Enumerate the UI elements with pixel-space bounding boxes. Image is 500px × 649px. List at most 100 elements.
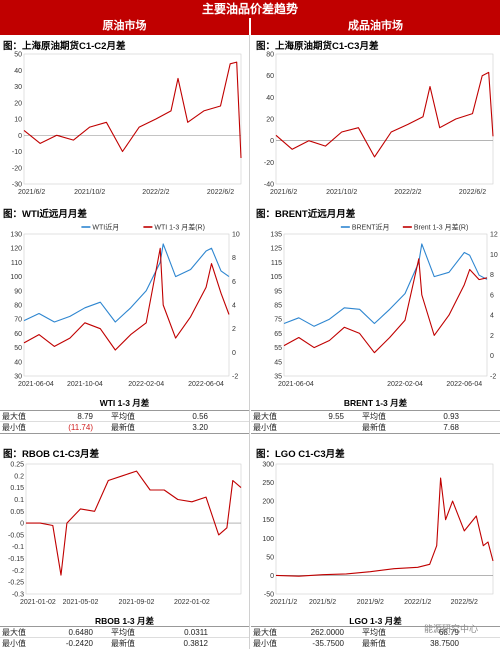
max-value: 9.55: [328, 412, 344, 421]
y2-tick-label: 0: [232, 350, 236, 357]
y2-tick-label: 2: [490, 333, 494, 340]
y-tick-label: 120: [10, 246, 22, 253]
y-tick-label: -20: [264, 160, 274, 167]
x-tick-label: 2021/5/2: [309, 599, 336, 606]
y-tick-label: 125: [270, 246, 282, 253]
max-label: 最大值: [2, 412, 26, 421]
x-tick-label: 2022/6/2: [207, 189, 234, 196]
y-tick-label: 65: [274, 331, 282, 338]
y-tick-label: 75: [274, 317, 282, 324]
legend-label: Brent 1-3 月差(R): [414, 223, 468, 232]
series-line-0: [283, 243, 488, 327]
series-line-0: [275, 477, 494, 577]
rbob-stats-table: 最大值 0.6480 平均值 0.0311 最小值 -0.2420 最新值 0.…: [0, 626, 249, 649]
max-value: 8.79: [77, 412, 93, 421]
report-banner: 主要油品价差趋势: [0, 0, 500, 18]
x-tick-label: 2022/1/2: [404, 599, 431, 606]
y-tick-label: 95: [274, 288, 282, 295]
y-tick-label: 70: [14, 317, 22, 324]
y-tick-label: 0.1: [14, 497, 24, 504]
min-value: -0.2420: [65, 639, 93, 648]
y-tick-label: 50: [14, 52, 22, 59]
y2-tick-label: 6: [490, 292, 494, 299]
x-tick-label: 2022-06-04: [446, 381, 482, 388]
y-tick-label: 0: [20, 521, 24, 528]
avg-value: 68.79: [438, 628, 459, 637]
wti-chart: 30 40 50 60 70 80 90 100 110 120 130 -2 0 2 4 6 8 10 2021-…: [2, 220, 247, 392]
avg-value: 0.93: [443, 412, 459, 421]
panel-title-sc-c1c3: 图：上海原油期货C1-C3月差: [256, 41, 379, 52]
column-divider: [249, 35, 251, 649]
y-tick-label: 50: [14, 345, 22, 352]
chart-svg: -0.3 -0.25 -0.2 -0.15 -0.1 -0.05 0 0.05 0.1 0.15 0…: [8, 462, 242, 606]
y2-tick-label: 6: [232, 279, 236, 286]
y-tick-label: -10: [12, 149, 22, 156]
sc-c1c2-chart: -30 -20 -10 0 10 20 30 40 50 2021/6/2 2021/10/2 202…: [2, 50, 247, 200]
latest-value: 3.20: [192, 423, 208, 432]
y-tick-label: 100: [262, 536, 274, 543]
series-line-0: [23, 243, 230, 323]
x-tick-label: 2022-02-04: [128, 381, 164, 388]
panel-title-sc-c1c2: 图：上海原油期货C1-C2月差: [3, 41, 126, 52]
stats-row: 最小值 (11.74) 最新值 3.20: [0, 422, 249, 433]
x-tick-label: 2021/9/2: [357, 599, 384, 606]
y-tick-label: 0.15: [10, 485, 24, 492]
stats-row: 最大值 262.0000 平均值 68.79: [251, 627, 500, 638]
plot-frame: [283, 233, 488, 377]
max-value: 262.0000: [310, 628, 344, 637]
lgo-stats-title: LGO 1-3 月差: [349, 616, 402, 626]
x-tick-label: 2022-02-04: [387, 381, 423, 388]
plot-frame: [25, 463, 242, 595]
x-tick-label: 2021-06-04: [278, 381, 314, 388]
lgo-chart: -50 0 50 100 150 200 250 300 2021/1/2 2021/5/2 202…: [254, 460, 499, 610]
x-tick-label: 2021-10-04: [67, 381, 103, 388]
x-tick-label: 2021-01-02: [20, 599, 56, 606]
sc-c1c3-chart: -40 -20 0 20 40 60 80 2021/6/2 2021/10/2 2022/2/2…: [254, 50, 499, 200]
panel-title-wti: 图：WTI近远月月差: [3, 209, 87, 220]
y2-tick-label: -2: [232, 374, 238, 381]
y2-tick-label: 0: [490, 353, 494, 360]
chart-svg: 30 40 50 60 70 80 90 100 110 120 130 -2 0 2 4 6 8 10 2021-…: [10, 223, 240, 389]
y-tick-label: 105: [270, 274, 282, 281]
rbob-chart: -0.3 -0.25 -0.2 -0.15 -0.1 -0.05 0 0.05 0.1 0.15 0…: [2, 460, 247, 610]
min-value: -35.7500: [312, 639, 344, 648]
y-tick-label: 40: [14, 68, 22, 75]
latest-value: 38.7500: [430, 639, 459, 648]
stats-row: 最大值 9.55 平均值 0.93: [251, 411, 500, 422]
y-tick-label: 0: [18, 133, 22, 140]
x-tick-label: 2021/6/2: [18, 189, 45, 196]
y-tick-label: 60: [266, 73, 274, 80]
plot-frame: [23, 53, 242, 185]
y-tick-label: -20: [12, 165, 22, 172]
panel-title-lgo: 图：LGO C1-C3月差: [256, 449, 345, 460]
wti-stats-table: 最大值 8.79 平均值 0.56 最小值 (11.74) 最新值 3.20: [0, 410, 249, 434]
y-tick-label: 30: [14, 374, 22, 381]
x-tick-label: 2022-01-02: [174, 599, 210, 606]
legend-label: BRENT近月: [352, 223, 390, 232]
series-line-0: [275, 71, 494, 158]
stats-row: 最小值 -0.2420 最新值 0.3812: [0, 638, 249, 649]
y-tick-label: 20: [266, 117, 274, 124]
y-tick-label: 100: [10, 274, 22, 281]
plot-frame: [23, 233, 230, 377]
stats-row: 最大值 0.6480 平均值 0.0311: [0, 627, 249, 638]
y-tick-label: 200: [262, 499, 274, 506]
legend-label: WTI近月: [92, 223, 119, 232]
y-tick-label: 0: [270, 138, 274, 145]
y-tick-label: 135: [270, 232, 282, 239]
y2-tick-label: 4: [232, 303, 236, 310]
x-tick-label: 2022-06-04: [188, 381, 224, 388]
series-line-1: [283, 258, 488, 354]
min-label: 最小值: [2, 423, 26, 432]
brent-stats-title: BRENT 1-3 月差: [343, 398, 408, 408]
panel-title-rbob: 图：RBOB C1-C3月差: [3, 449, 100, 460]
y-tick-label: 0.25: [10, 462, 24, 469]
x-tick-label: 2021-05-02: [63, 599, 99, 606]
y-tick-label: -0.25: [8, 580, 24, 587]
y-tick-label: 55: [274, 345, 282, 352]
refined-market-header: 成品油市场: [251, 18, 500, 35]
x-tick-label: 2021-09-02: [119, 599, 155, 606]
y2-tick-label: 8: [232, 255, 236, 262]
y2-tick-label: 2: [232, 326, 236, 333]
y-tick-label: 110: [11, 260, 22, 267]
